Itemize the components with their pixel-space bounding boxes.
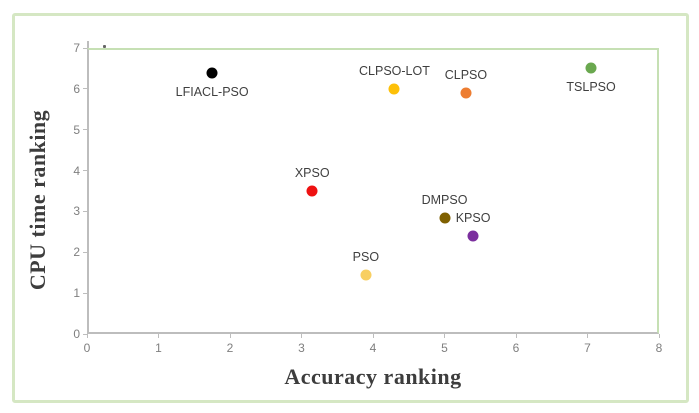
data-point-label: LFIACL-PSO xyxy=(175,84,249,99)
x-axis-tick-label: 2 xyxy=(226,341,234,355)
x-axis-tick xyxy=(229,334,231,338)
data-point-lfiacl-pso xyxy=(206,67,218,78)
data-point-label: CLPSO-LOT xyxy=(359,63,430,78)
y-axis-tick-label: 4 xyxy=(73,163,80,178)
y-axis-tick-label: 7 xyxy=(73,41,80,55)
stray-mark xyxy=(103,45,106,48)
y-axis-tick-label: 3 xyxy=(73,204,80,219)
plot-area xyxy=(87,48,659,334)
x-axis-tick xyxy=(515,334,517,338)
x-axis-tick-label: 5 xyxy=(441,341,448,355)
x-axis-tick-label: 0 xyxy=(83,341,91,355)
data-point-label: DMPSO xyxy=(421,192,468,207)
y-axis-tick xyxy=(83,47,87,49)
y-axis-tick-label: 1 xyxy=(73,286,80,301)
y-axis-line-extension xyxy=(87,41,89,48)
x-axis-title: Accuracy ranking xyxy=(284,364,462,389)
figure-border xyxy=(12,13,689,403)
y-axis-tick xyxy=(83,88,87,90)
x-axis-tick-label: 8 xyxy=(655,341,663,355)
x-axis-tick-label: 3 xyxy=(298,341,305,355)
data-point-label: KPSO xyxy=(455,210,491,225)
y-axis-tick xyxy=(83,210,87,212)
y-axis-title: CPU time ranking xyxy=(25,109,50,291)
x-axis-tick xyxy=(587,334,588,338)
data-point-label: PSO xyxy=(352,249,380,264)
data-point-tslpso xyxy=(585,62,597,74)
x-axis-tick xyxy=(658,334,660,338)
data-point-clpso-lot xyxy=(388,83,400,95)
data-point-label: CLPSO xyxy=(444,67,488,82)
data-point-label: TSLPSO xyxy=(566,80,616,95)
x-axis-tick xyxy=(158,334,159,338)
x-axis-tick-label: 6 xyxy=(512,341,520,355)
data-point-label: XPSO xyxy=(294,166,330,180)
y-axis-tick-label: 2 xyxy=(73,245,80,260)
data-point-kpso xyxy=(467,230,479,242)
x-axis-tick-label: 1 xyxy=(155,341,162,355)
x-axis-tick xyxy=(301,334,302,338)
data-point-dmpso xyxy=(439,212,450,224)
y-axis-tick xyxy=(83,251,87,253)
x-axis-tick xyxy=(86,334,88,338)
x-axis-tick-label: 7 xyxy=(584,341,591,355)
y-axis-tick xyxy=(83,333,87,335)
y-axis-tick xyxy=(83,170,87,172)
data-point-pso xyxy=(360,269,372,281)
data-point-clpso xyxy=(460,87,472,99)
y-axis-tick-label: 5 xyxy=(73,122,80,137)
data-point-xpso xyxy=(306,185,318,197)
y-axis-tick xyxy=(83,129,87,131)
y-axis-tick xyxy=(83,292,87,294)
x-axis-tick xyxy=(372,334,374,338)
x-axis-tick xyxy=(444,334,445,338)
y-axis-tick-label: 6 xyxy=(73,81,80,96)
y-axis-tick-label: 0 xyxy=(73,327,80,341)
x-axis-tick-label: 4 xyxy=(369,341,377,355)
